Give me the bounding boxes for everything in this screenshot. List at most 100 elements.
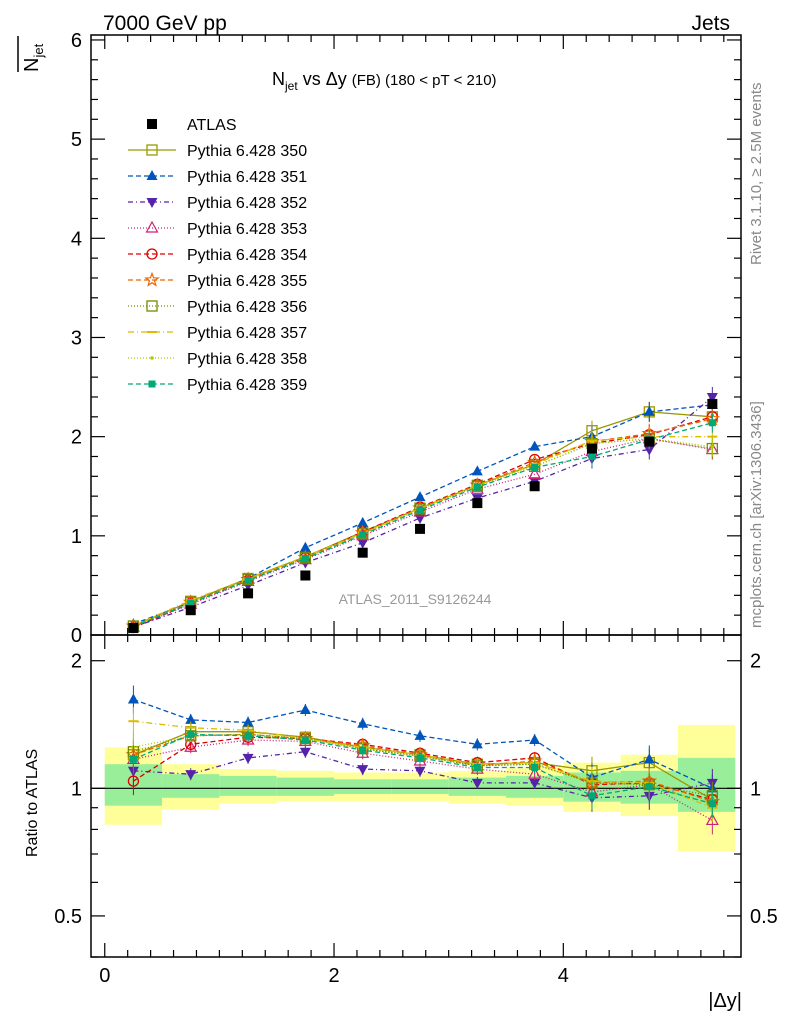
ratio-point-9-1 (187, 730, 195, 738)
series-point-3-7 (528, 467, 542, 479)
legend-label-2: Pythia 6.428 352 (187, 195, 307, 212)
ratio-point-2-2 (242, 753, 254, 764)
y-tick-label-1: 1 (71, 526, 82, 548)
ratio-point-1-4 (357, 717, 369, 728)
ratio-point-1-2 (242, 716, 254, 727)
ratio-point-2-6 (471, 778, 483, 789)
atlas-point-0 (128, 623, 139, 634)
ratio-point-1-3 (299, 704, 311, 715)
ratio-tick-label-2: 2 (71, 651, 82, 673)
legend-marker-8 (150, 356, 154, 360)
ratio-point-9-7 (531, 763, 539, 771)
ratio-tick-label-right-1: 1 (750, 778, 761, 800)
ratio-point-9-2 (244, 732, 252, 740)
series-point-2-9 (643, 445, 655, 456)
series-point-2-4 (357, 538, 369, 549)
series-point-9-6 (473, 483, 481, 491)
legend-label-6: Pythia 6.428 356 (187, 299, 307, 316)
series-point-9-1 (187, 599, 195, 607)
y-tick-label-2: 2 (71, 427, 82, 449)
series-line-5 (133, 418, 713, 627)
legend-marker-3 (145, 220, 159, 233)
series-point-9-10 (708, 419, 716, 427)
legend-marker-2 (146, 198, 158, 208)
legend-marker-1 (146, 170, 158, 180)
atlas-point-6 (472, 498, 483, 509)
x-tick-label-0: 0 (99, 965, 110, 987)
ratio-point-9-5 (416, 754, 424, 762)
ratio-point-9-0 (129, 755, 137, 763)
ratio-point-1-9 (643, 753, 655, 764)
ratio-point-1-7 (529, 734, 541, 745)
ratio-tick-label-1: 1 (71, 778, 82, 800)
legend-label-1: Pythia 6.428 351 (187, 169, 307, 186)
ratio-point-9-9 (645, 782, 653, 790)
atlas-point-2 (243, 588, 254, 599)
band-inner-4 (334, 779, 392, 794)
ratio-point-9-6 (473, 763, 481, 771)
x-axis-label: |Δy| (708, 990, 742, 1012)
legend-label-7: Pythia 6.428 357 (187, 325, 307, 342)
series-point-1-7 (529, 440, 541, 451)
series-point-9-8 (588, 452, 596, 460)
atlas-point-9 (644, 436, 655, 447)
ratio-y-axis-label: Ratio to ATLAS (24, 749, 41, 857)
atlas-point-5 (415, 523, 426, 534)
legend-marker-6 (146, 300, 158, 312)
ratio-tick-label-right-0.5: 0.5 (750, 906, 778, 928)
atlas-point-8 (586, 443, 597, 454)
legend-label-8: Pythia 6.428 358 (187, 351, 307, 368)
y-tick-label-4: 4 (71, 228, 82, 250)
ratio-point-9-10 (708, 800, 716, 808)
band-inner-5 (391, 779, 449, 794)
series-line-3 (133, 437, 713, 628)
ratio-series-9 (129, 728, 716, 818)
ratio-point-9-8 (588, 792, 596, 800)
atlas-points (128, 398, 718, 634)
series-point-1-6 (471, 465, 483, 476)
y-tick-label-3: 3 (71, 327, 82, 349)
ratio-point-1-6 (471, 738, 483, 749)
ratio-tick-label-right-2: 2 (750, 651, 761, 673)
band-inner-1 (162, 774, 220, 798)
band-inner-3 (276, 777, 335, 796)
series-point-9-7 (531, 463, 539, 471)
legend-label-4: Pythia 6.428 354 (187, 247, 307, 264)
series-point-1-9 (643, 405, 655, 416)
ratio-point-2-1 (185, 770, 197, 781)
legend-marker-0 (146, 144, 158, 156)
band-inner-2 (219, 775, 277, 796)
y-axis-label: Njet (21, 43, 46, 72)
legend-marker-5 (144, 271, 160, 287)
ratio-point-3-7 (528, 766, 542, 779)
legend-label-atlas: ATLAS (187, 117, 237, 134)
x-tick-label-2: 2 (328, 965, 339, 987)
y-tick-label-6: 6 (71, 30, 82, 52)
y-tick-label-5: 5 (71, 129, 82, 151)
analysis-watermark: ATLAS_2011_S9126244 (339, 591, 492, 607)
ratio-point-3-10 (705, 813, 719, 826)
legend-marker-9 (148, 380, 156, 388)
legend-marker-4 (146, 248, 158, 260)
atlas-point-7 (529, 481, 540, 492)
atlas-point-4 (357, 547, 368, 558)
x-tick-label-4: 4 (558, 965, 569, 987)
ratio-point-2-4 (357, 765, 369, 776)
series-line-4 (133, 416, 713, 629)
series-point-2-10 (706, 392, 718, 403)
series-point-9-4 (359, 531, 367, 539)
mcplots-url-label: mcplots.cern.ch [arXiv:1306.3436] (748, 401, 765, 628)
ratio-point-1-5 (414, 729, 426, 740)
energy-label: 7000 GeV pp (103, 12, 227, 35)
series-point-9-5 (416, 506, 424, 514)
ratio-tick-label-0.5: 0.5 (54, 906, 82, 928)
legend-marker-atlas (147, 119, 157, 129)
series-point-8-10 (710, 444, 715, 449)
series-point-1-3 (299, 541, 311, 552)
ratio-series-group (125, 685, 721, 835)
series-line-2 (133, 396, 713, 628)
ratio-point-9-3 (301, 736, 309, 744)
legend-label-5: Pythia 6.428 355 (187, 273, 307, 290)
legend-label-9: Pythia 6.428 359 (187, 377, 307, 394)
